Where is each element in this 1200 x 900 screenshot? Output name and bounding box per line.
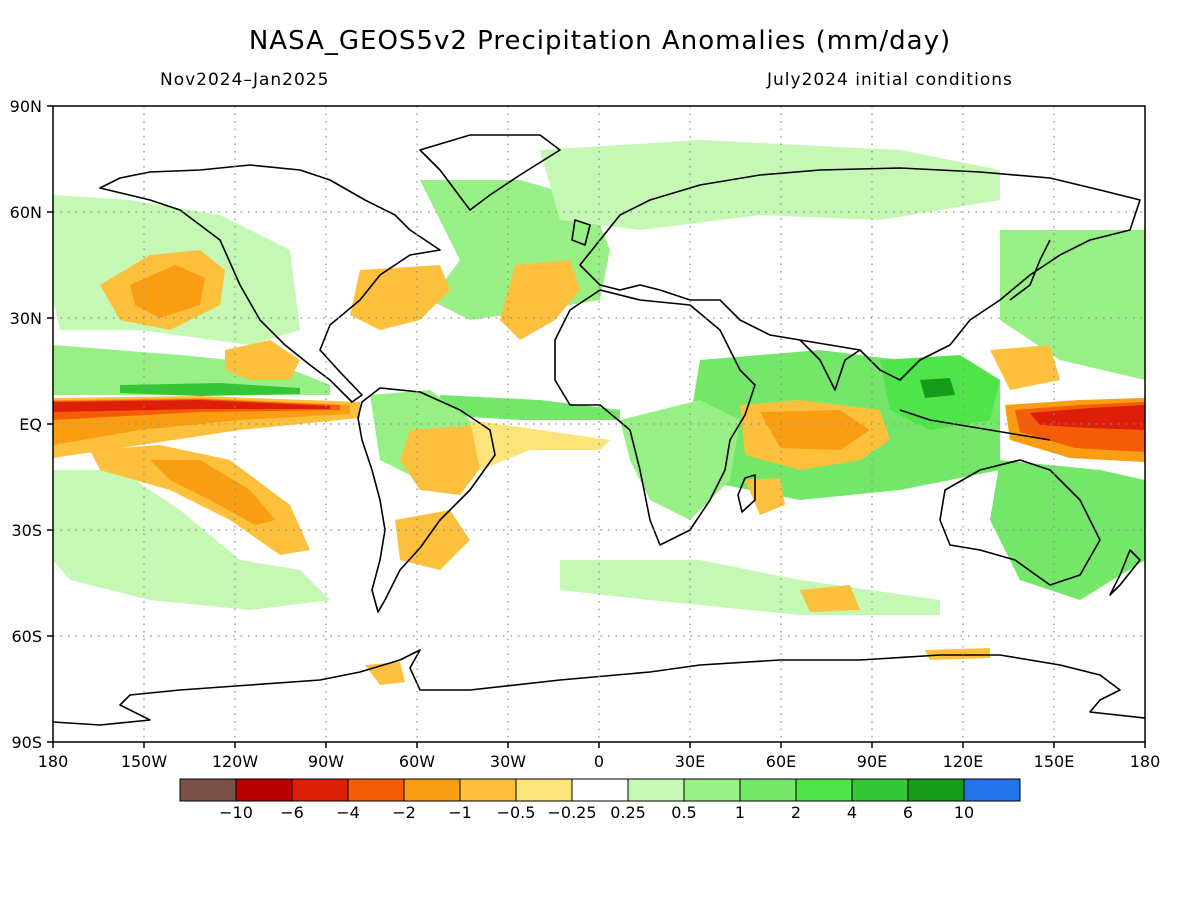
colorbar-cell <box>291 778 349 802</box>
colorbar-label: 2 <box>791 803 801 822</box>
coastlines <box>53 134 1145 726</box>
colorbar-label: −6 <box>280 803 304 822</box>
lon-label: 150E <box>1034 752 1075 771</box>
coast-japan <box>1009 239 1051 301</box>
colorbar-cell <box>739 778 797 802</box>
dry-band-eq-pacific-core <box>53 400 330 412</box>
wet-streak-maritime <box>920 378 955 398</box>
colorbar-label: 0.5 <box>671 803 696 822</box>
colorbar-label: 4 <box>847 803 857 822</box>
lon-label: 60E <box>766 752 796 771</box>
wet-patch-australia <box>990 460 1145 600</box>
colorbar-cell <box>627 778 685 802</box>
wet-patch-tropical-pacific-north <box>53 345 330 395</box>
lat-label: 30S <box>11 521 42 540</box>
coast-india <box>799 339 861 391</box>
wet-streak-pacific-itcz <box>120 383 300 396</box>
lon-label: 0 <box>594 752 604 771</box>
colorbar-label: −10 <box>219 803 253 822</box>
coast-new-zealand <box>1109 549 1141 596</box>
colorbar-cell <box>795 778 853 802</box>
colorbar-cell <box>515 778 573 802</box>
lat-label: 60N <box>10 203 42 222</box>
axis-ticks <box>47 105 1146 748</box>
forecast-period: Nov2024–Jan2025 <box>160 70 330 90</box>
colorbar-label: −0.5 <box>497 803 536 822</box>
lat-label: EQ <box>19 415 42 434</box>
coast-south-america <box>357 387 496 613</box>
lat-label: 90N <box>10 97 42 116</box>
wet-patch-tropical-atlantic <box>440 395 620 420</box>
lon-label: 150W <box>121 752 168 771</box>
wet-patch-south-pacific <box>53 470 330 610</box>
colorbar-cell <box>571 778 629 802</box>
colorbar-cell <box>907 778 965 802</box>
colorbar-cell <box>963 778 1021 802</box>
colorbar-label: 10 <box>954 803 974 822</box>
dry-patch-east-atlantic <box>500 260 580 340</box>
coast-north-america <box>99 164 441 403</box>
coast-australia <box>939 459 1101 586</box>
colorbar-label: −0.25 <box>547 803 596 822</box>
coast-antarctica <box>53 649 1145 726</box>
initial-conditions: July2024 initial conditions <box>767 70 1013 90</box>
wet-patch-eurasia <box>540 140 1000 230</box>
dry-spur-south-pacific-core <box>150 460 275 525</box>
dry-patch-antarctic-edge <box>925 648 990 660</box>
coast-indonesia <box>899 409 1051 441</box>
colorbar-label: −4 <box>336 803 360 822</box>
lon-label: 120W <box>212 752 259 771</box>
dry-patch-southern-ocean <box>800 585 860 612</box>
colorbar-cell <box>459 778 517 802</box>
coast-uk <box>571 219 591 246</box>
lon-label: 90W <box>308 752 344 771</box>
longitude-labels: 180 150W 120W 90W 60W 30W 0 30E 60E 90E … <box>38 752 1161 771</box>
colorbar-label: −1 <box>448 803 472 822</box>
lat-label: 30N <box>10 309 42 328</box>
lon-label: 120E <box>943 752 984 771</box>
lon-label: 90E <box>857 752 887 771</box>
wet-patch-africa <box>620 400 740 520</box>
colorbar-cell <box>403 778 461 802</box>
coast-madagascar <box>737 474 756 513</box>
colorbar-cell <box>235 778 293 802</box>
lat-label: 90S <box>11 733 42 752</box>
lat-label: 60S <box>11 627 42 646</box>
colorbar-labels: −10 −6 −4 −2 −1 −0.5 −0.25 0.25 0.5 1 2 … <box>219 803 974 822</box>
lon-label: 30E <box>675 752 705 771</box>
dry-patch-brazil <box>400 425 490 495</box>
lon-label: 180 <box>38 752 69 771</box>
dry-patch-ne-pacific-core <box>130 265 205 318</box>
colorbar-cell <box>683 778 741 802</box>
coast-greenland <box>419 134 561 211</box>
dry-band-south-atlantic <box>470 420 610 470</box>
colorbar-cell <box>347 778 405 802</box>
lon-label: 180 <box>1130 752 1161 771</box>
lon-label: 30W <box>490 752 526 771</box>
dry-patch-mexico <box>225 340 300 380</box>
lon-label: 60W <box>399 752 435 771</box>
map-title: NASA_GEOS5v2 Precipitation Anomalies (mm… <box>248 26 952 56</box>
colorbar-label: −2 <box>392 803 416 822</box>
coast-eurasia <box>579 167 1141 381</box>
map-plot-area <box>52 105 1146 743</box>
colorbar: −10 −6 −4 −2 −1 −0.5 −0.25 0.25 0.5 1 2 … <box>179 778 1021 822</box>
coast-africa <box>554 289 756 546</box>
latitude-labels: 90N 60N 30N EQ 30S 60S 90S <box>10 97 42 752</box>
colorbar-label: 0.25 <box>610 803 646 822</box>
colorbar-label: 6 <box>903 803 913 822</box>
dry-patch-w-pacific-subtropics <box>990 345 1060 390</box>
dry-patch-indian-ocean-core <box>760 410 870 450</box>
anomaly-field <box>53 140 1145 685</box>
graticule <box>53 106 1145 742</box>
colorbar-label: 1 <box>735 803 745 822</box>
dry-spur-south-pacific <box>90 445 310 555</box>
colorbar-cells <box>179 778 1021 802</box>
colorbar-cell <box>179 778 237 802</box>
colorbar-cell <box>851 778 909 802</box>
